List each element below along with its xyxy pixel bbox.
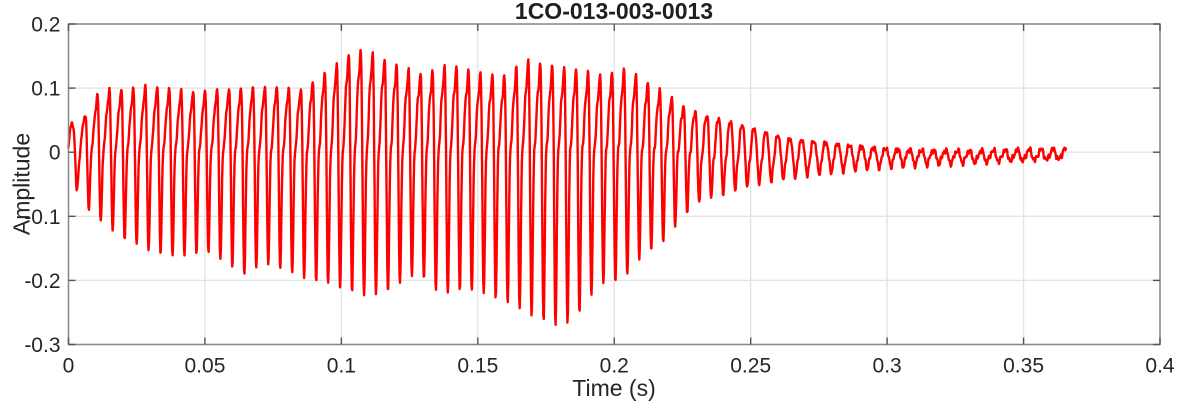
x-tick-label: 0.05 <box>185 355 226 378</box>
x-tick-label: 0.2 <box>600 355 629 378</box>
y-tick-label: 0.2 <box>31 14 60 37</box>
x-tick-label: 0.4 <box>1145 355 1175 378</box>
chart-title: 1CO-013-003-0013 <box>514 0 714 24</box>
y-tick-label: 0.1 <box>31 78 60 101</box>
x-tick-label: 0.35 <box>1003 355 1044 378</box>
tick-marks <box>67 23 1161 346</box>
x-axis-label: Time (s) <box>572 375 656 401</box>
x-tick-label: 0.15 <box>457 355 498 378</box>
y-axis-label: Amplitude <box>8 132 35 236</box>
waveform-line <box>67 48 1068 326</box>
y-tick-label: -0.2 <box>24 270 60 293</box>
y-tick-label: -0.3 <box>24 334 60 357</box>
x-tick-label: 0.25 <box>730 355 771 378</box>
y-tick-label: -0.1 <box>24 206 60 229</box>
y-tick-label: 0 <box>49 142 61 165</box>
x-tick-label: 0.3 <box>873 355 902 378</box>
x-tick-label: 0.1 <box>327 355 356 378</box>
x-tick-label: 0 <box>63 355 75 378</box>
